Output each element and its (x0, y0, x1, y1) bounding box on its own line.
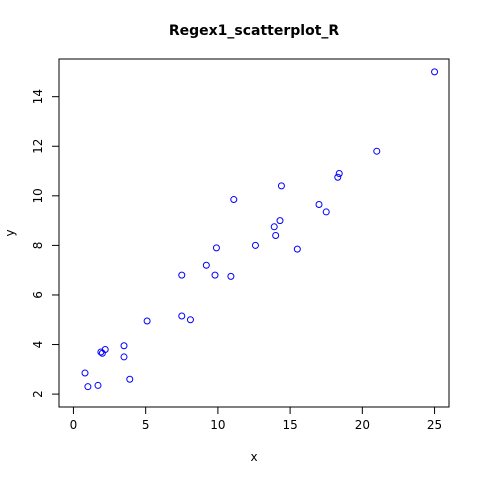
data-point (227, 272, 235, 280)
data-point (211, 271, 219, 279)
data-point (431, 68, 439, 76)
data-point (186, 316, 194, 324)
y-axis-label: y (3, 229, 17, 236)
data-point (293, 245, 301, 253)
data-point (270, 223, 278, 231)
data-point (178, 312, 186, 320)
data-point (251, 241, 259, 249)
data-point (334, 173, 342, 181)
y-tick-label: 8 (31, 242, 45, 250)
y-tick-label: 12 (31, 139, 45, 154)
data-point (276, 217, 284, 225)
y-tick-label: 6 (31, 291, 45, 299)
x-axis: 0 5 10 15 20 25 (70, 406, 442, 432)
x-tick-label: 25 (427, 418, 442, 432)
data-point (202, 261, 210, 269)
data-point (212, 244, 220, 252)
x-tick-label: 20 (355, 418, 370, 432)
x-axis-label: x (250, 450, 257, 464)
x-tick-label: 15 (282, 418, 297, 432)
plot-area (58, 58, 450, 408)
data-point (315, 200, 323, 208)
x-tick-label: 10 (210, 418, 225, 432)
data-point (178, 271, 186, 279)
data-point (143, 317, 151, 325)
data-point (272, 231, 280, 239)
x-tick-label: 5 (142, 418, 150, 432)
data-point (335, 170, 343, 178)
data-point (126, 375, 134, 383)
data-point (120, 342, 128, 350)
y-tick-label: 10 (31, 188, 45, 203)
data-point (84, 383, 92, 391)
x-tick-label: 0 (70, 418, 78, 432)
data-point (373, 147, 381, 155)
data-point (277, 182, 285, 190)
y-tick-label: 4 (31, 341, 45, 349)
chart-title: Regex1_scatterplot_R (169, 23, 340, 39)
data-point (81, 369, 89, 377)
data-point (230, 196, 238, 204)
data-point (120, 353, 128, 361)
data-point (94, 381, 102, 389)
y-axis: 2 4 6 8 10 12 14 (31, 89, 60, 398)
y-tick-label: 14 (31, 89, 45, 104)
data-point (101, 345, 109, 353)
data-points (81, 68, 439, 391)
data-point (322, 208, 330, 216)
y-tick-label: 2 (31, 390, 45, 398)
